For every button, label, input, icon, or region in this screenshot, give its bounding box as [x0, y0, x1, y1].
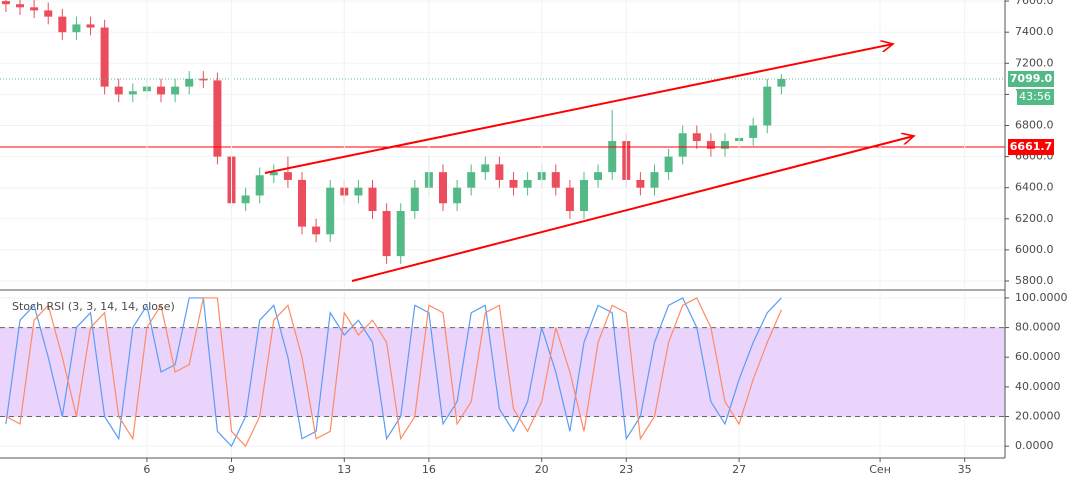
candle-body	[354, 187, 363, 196]
price-label: 6661.7	[1010, 140, 1052, 153]
candle-body	[396, 211, 405, 257]
y-tick-label: 7600.0	[1015, 0, 1054, 7]
countdown: 43:56	[1019, 90, 1051, 103]
candle-body	[678, 133, 687, 157]
candle-body	[467, 172, 476, 188]
x-tick-label: Сен	[869, 463, 891, 476]
candle-body	[382, 211, 391, 257]
candle-body	[185, 78, 194, 87]
candle-body	[326, 187, 335, 235]
band-fill	[0, 327, 1005, 417]
candle-body	[86, 24, 95, 28]
x-tick-label: 13	[337, 463, 351, 476]
candle-body	[241, 195, 250, 204]
y-tick-label: 7200.0	[1015, 56, 1054, 69]
x-tick-label: 27	[732, 463, 746, 476]
plot-layer	[0, 0, 1005, 458]
x-tick-label: 6	[143, 463, 150, 476]
candle-body	[509, 179, 518, 188]
candle-body	[706, 141, 715, 149]
price-label-box	[1008, 139, 1054, 156]
candle-body	[579, 179, 588, 212]
candle-body	[157, 86, 166, 95]
candle-body	[523, 179, 532, 188]
x-tick-label: 9	[228, 463, 235, 476]
candle-body	[551, 172, 560, 188]
candle-body	[481, 164, 490, 173]
candle-body	[650, 172, 659, 188]
y-tick-label: 40.0000	[1015, 380, 1061, 393]
candle-body	[763, 86, 772, 126]
y-tick-label: 6000.0	[1015, 243, 1054, 256]
y-tick-label: 6400.0	[1015, 181, 1054, 194]
candle-body	[608, 141, 617, 173]
candle-body	[565, 187, 574, 212]
candle-body	[298, 179, 307, 227]
candle-body	[114, 86, 123, 95]
y-tick-label: 6200.0	[1015, 212, 1054, 225]
candle-body	[269, 172, 278, 176]
y-tick-label: 7400.0	[1015, 25, 1054, 38]
price-label: 7099.0	[1010, 72, 1053, 85]
candle-body	[100, 27, 109, 87]
candle-body	[636, 179, 645, 188]
x-tick-label: 20	[535, 463, 549, 476]
candle-body	[30, 7, 39, 11]
candle-body	[777, 78, 786, 87]
candle-body	[664, 156, 673, 173]
indicator-line	[5, 297, 782, 448]
candle-body	[410, 187, 419, 212]
candle-body	[692, 133, 701, 142]
y-tick-label: 100.0000	[1015, 291, 1068, 304]
trend-line	[351, 136, 914, 282]
price-label-box	[1008, 70, 1054, 87]
y-tick-label: 20.0000	[1015, 410, 1061, 423]
trend-line	[264, 44, 893, 174]
x-tick-label: 16	[422, 463, 436, 476]
candle-body	[720, 141, 729, 149]
candle-body	[213, 80, 222, 157]
candle-body	[368, 187, 377, 212]
x-tick-label: 23	[619, 463, 633, 476]
y-tick-label: 80.0000	[1015, 321, 1061, 334]
candle-body	[312, 226, 321, 235]
candle-body	[594, 172, 603, 180]
candle-body	[495, 164, 504, 180]
y-tick-label: 60.0000	[1015, 350, 1061, 363]
candle-body	[453, 187, 462, 204]
x-tick-label: 35	[958, 463, 972, 476]
candle-body	[1, 1, 10, 5]
candle-body	[171, 86, 180, 95]
indicator-line	[5, 297, 782, 448]
y-tick-label: 0.0000	[1015, 439, 1054, 452]
candle-body	[749, 125, 758, 138]
candle-body	[255, 175, 264, 196]
candle-body	[58, 16, 67, 33]
countdown-box	[1017, 88, 1054, 105]
candle-body	[199, 78, 208, 81]
candle-body	[44, 10, 53, 17]
indicator-title: Stoch RSI (3, 3, 14, 14, close)	[12, 300, 175, 313]
candle-body	[72, 24, 81, 33]
candle-body	[283, 172, 292, 180]
candle-body	[439, 172, 448, 204]
y-tick-label: 5800.0	[1015, 274, 1054, 287]
candle-body	[128, 91, 137, 95]
y-tick-label: 6800.0	[1015, 118, 1054, 131]
candle-body	[16, 4, 25, 8]
